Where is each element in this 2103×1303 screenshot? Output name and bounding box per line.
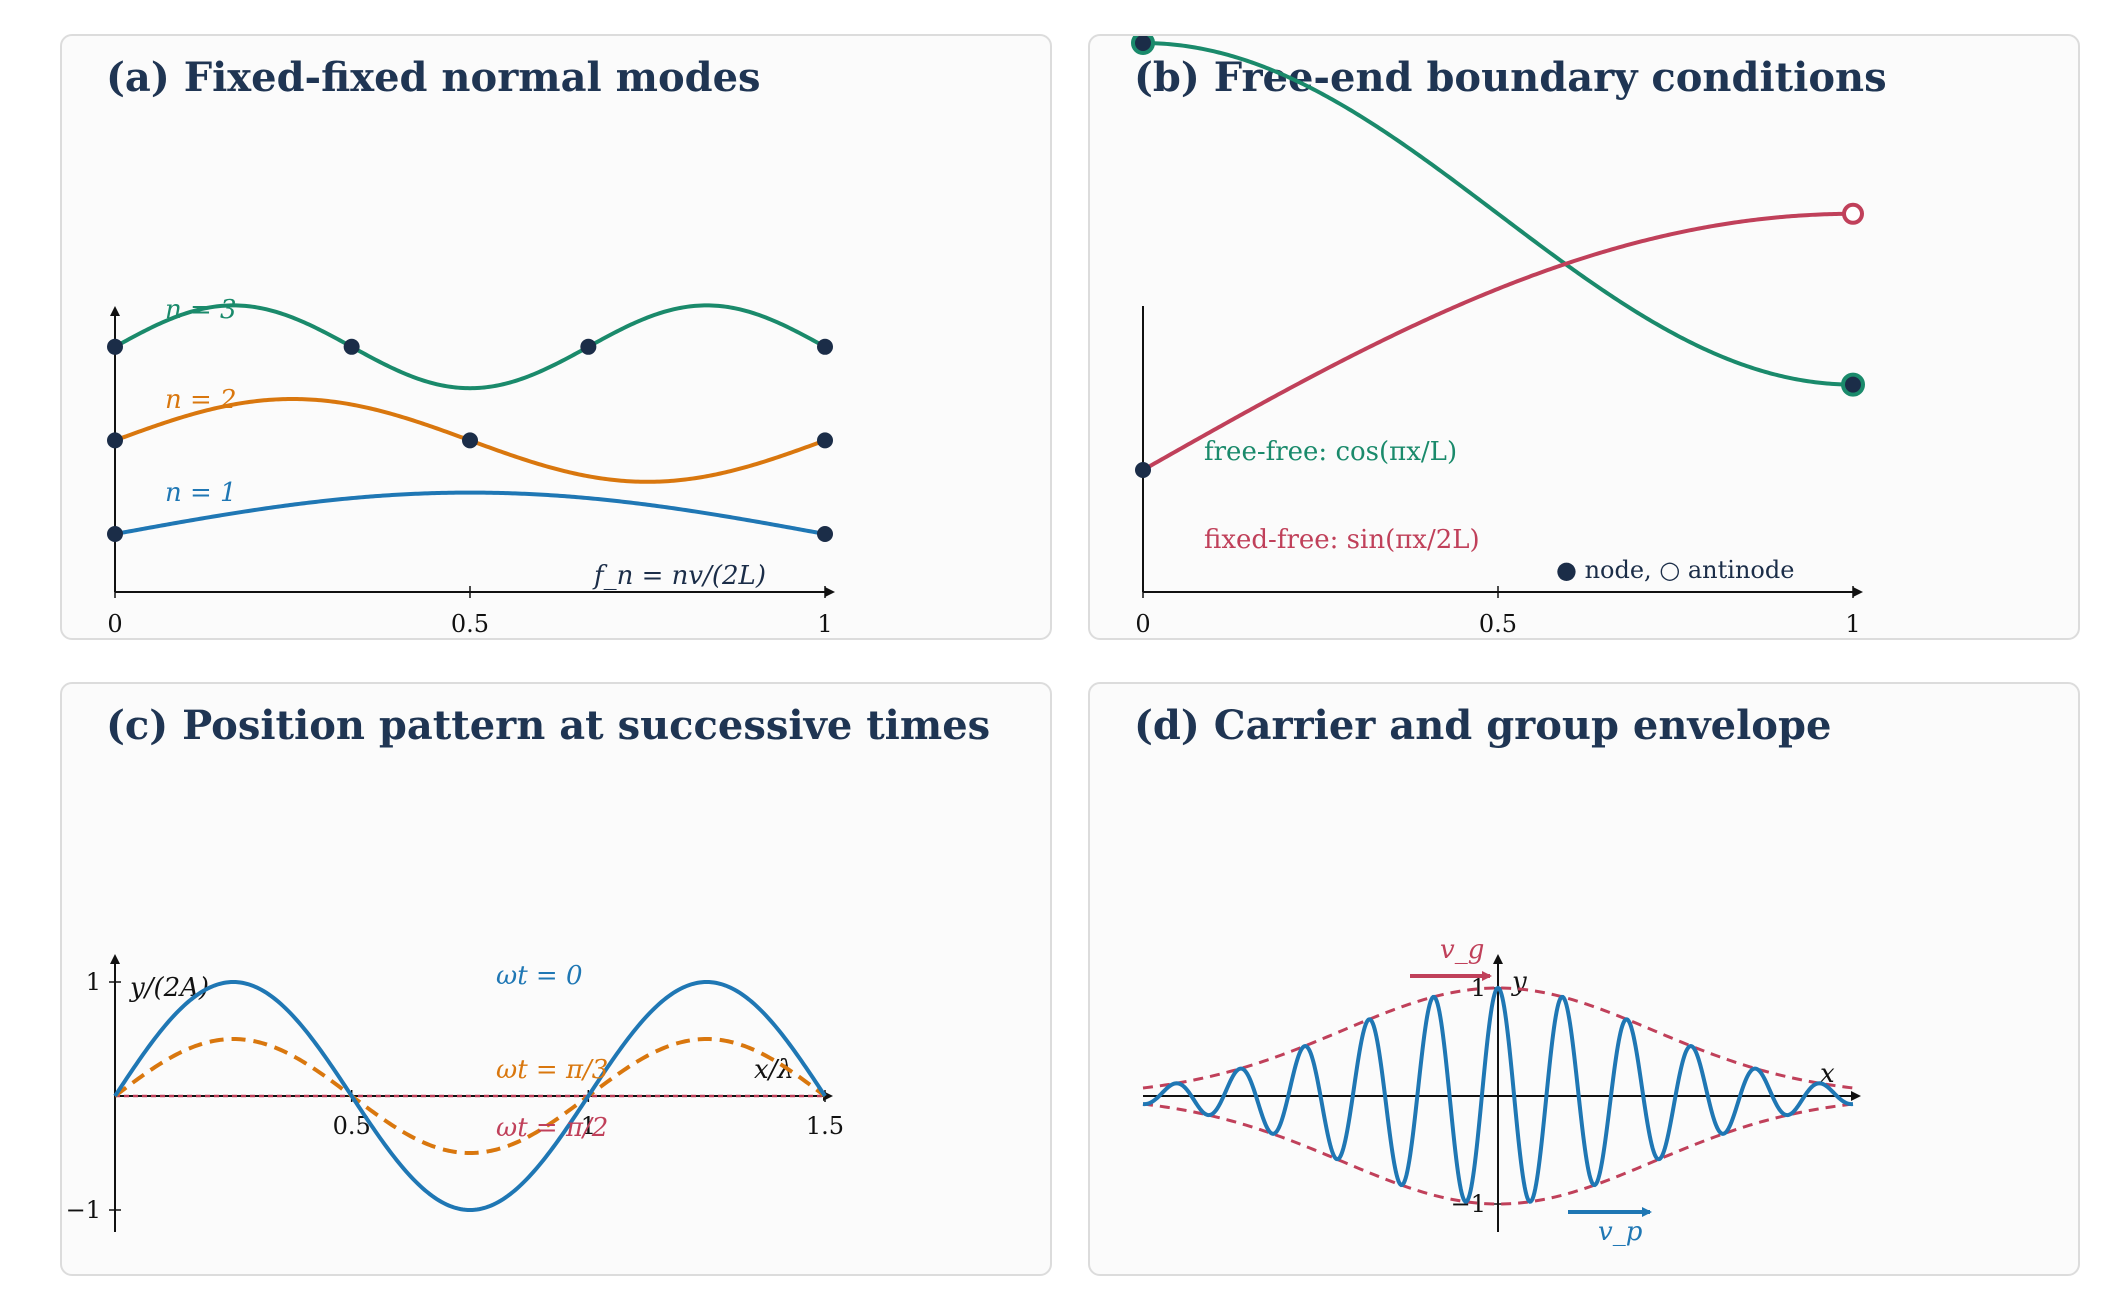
chart-a: 0 0.5 1 n = 1 n = 2 n = 3 f_n = nv/(2L)	[107, 295, 835, 638]
y-axis-label: y/(2A)	[129, 973, 209, 1003]
x-tick-label: 0.5	[451, 610, 489, 638]
panel-free-end-bc: (b) Free-end boundary conditions 0 0.5 1 fr…	[1088, 34, 2080, 640]
chart-b: 0 0.5 1 free-free: cos(πx/L) fixed-free: sin…	[1131, 36, 1865, 638]
y-tick-label: 1	[86, 968, 101, 996]
series-label-t0: ωt = 0	[496, 961, 583, 991]
node-point	[107, 338, 123, 355]
x-tick-label: 1	[581, 1112, 596, 1140]
series-line-n3	[114, 303, 826, 391]
node-point	[1135, 462, 1151, 478]
phase-velocity-label: v_p	[1598, 1217, 1643, 1247]
series-label-n3: n = 3	[165, 295, 237, 325]
series-label-n1: n = 1	[165, 478, 237, 508]
panel-c-title: (c) Position pattern at successive times	[106, 702, 991, 749]
series-line-free-free	[1142, 41, 1854, 387]
envelope-upper	[1142, 986, 1854, 1090]
node-point	[343, 338, 360, 355]
series-line-fixed-free	[1142, 211, 1853, 472]
series-line-n1	[114, 490, 826, 536]
envelope-lower	[1142, 1102, 1854, 1206]
node-point	[107, 526, 123, 542]
node-point	[817, 526, 833, 542]
group-velocity-label: v_g	[1440, 935, 1484, 965]
antinode-open-point	[1842, 202, 1864, 225]
series-label-t1: ωt = π/3	[496, 1055, 608, 1085]
panel-a-title: (a) Fixed-fixed normal modes	[106, 54, 761, 101]
node-point	[107, 432, 123, 449]
series-label-free-free: free-free: cos(πx/L)	[1204, 437, 1457, 467]
node-point	[580, 338, 597, 355]
chart-c: 0.5 1 1.51−1y/(2A)x/λωt = 0ωt = π/3ωt = π/…	[66, 954, 844, 1232]
legend-node-antinode: ● node, ○ antinode	[1556, 556, 1794, 584]
series-label-t2: ωt = π/2	[496, 1113, 608, 1143]
x-tick-label: 1.5	[806, 1112, 844, 1140]
panel-b-title: (b) Free-end boundary conditions	[1134, 54, 1887, 101]
series-line-t1	[113, 1036, 827, 1156]
node-point	[462, 432, 478, 449]
panel-carrier-envelope: (d) Carrier and group envelope 1 −1 y x v_g v…	[1088, 682, 2080, 1276]
series-line-t0	[113, 979, 827, 1213]
series-label-fixed-free: fixed-free: sin(πx/2L)	[1204, 525, 1480, 555]
y-tick-label: −1	[66, 1196, 101, 1224]
node-point	[817, 338, 833, 355]
x-tick-label: 1	[817, 610, 832, 638]
antinode-point	[1841, 372, 1865, 397]
x-tick-label: 0.5	[1479, 610, 1517, 638]
x-tick-label: 0	[1135, 610, 1150, 638]
panel-successive-times: (c) Position pattern at successive times…	[60, 682, 1052, 1276]
carrier-wave	[1142, 985, 1854, 1204]
x-tick-label: 1	[1845, 610, 1860, 638]
y-axis-label: y	[1511, 967, 1527, 997]
panel-fixed-fixed-modes: (a) Fixed-fixed normal modes 0 0.5 1 n = 1 n…	[60, 34, 1052, 640]
panel-d-title: (d) Carrier and group envelope	[1134, 702, 1832, 749]
x-tick-label: 0	[107, 610, 122, 638]
antinode-point	[1131, 36, 1155, 55]
frequency-annotation: f_n = nv/(2L)	[592, 561, 766, 591]
node-point	[817, 432, 833, 449]
x-axis-label: x	[1820, 1059, 1835, 1089]
y-tick-label: 1	[1471, 974, 1486, 1002]
series-label-n2: n = 2	[165, 385, 237, 415]
